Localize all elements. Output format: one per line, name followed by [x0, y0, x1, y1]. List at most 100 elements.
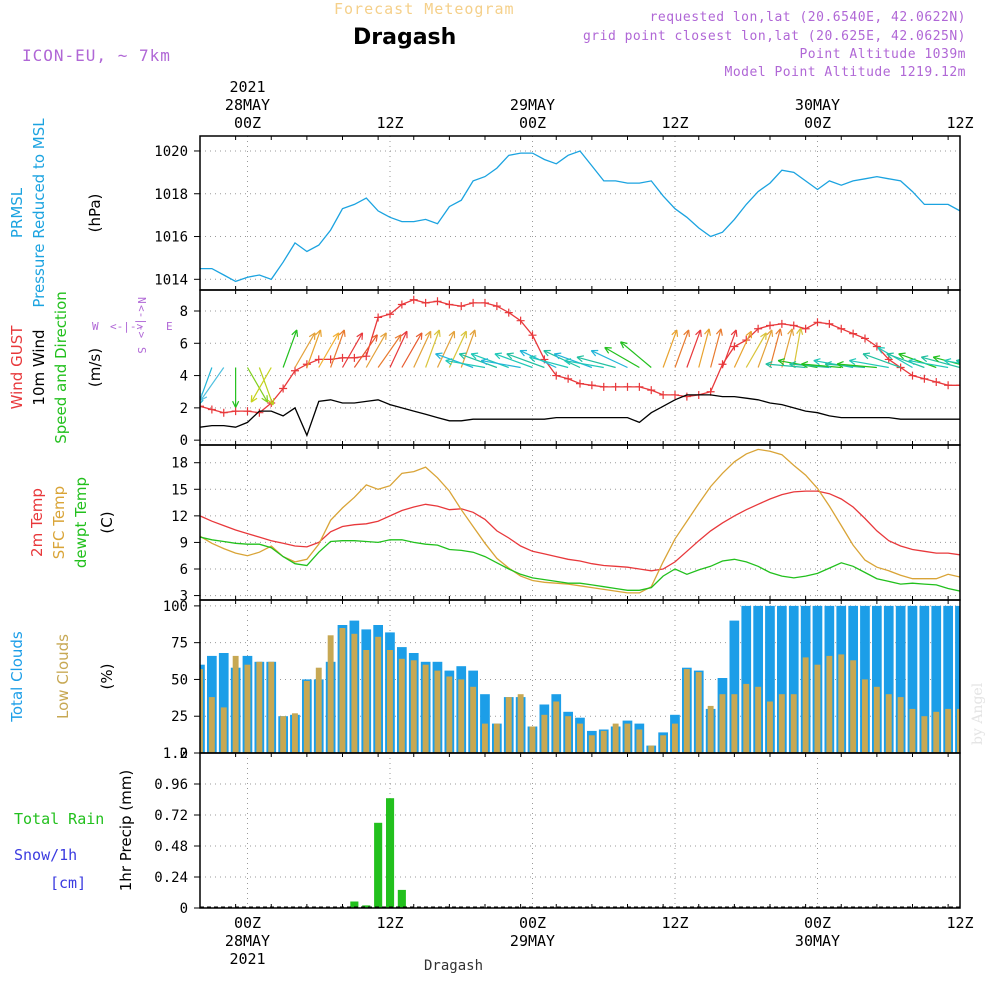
wind-arrow-shaft — [460, 329, 476, 368]
bar-low-clouds — [244, 664, 251, 753]
wind-arrow-head — [849, 358, 857, 366]
wind-arrow-shaft — [686, 329, 702, 368]
y-tick-label: 6 — [180, 562, 188, 578]
bar-low-clouds — [375, 636, 382, 753]
bar-total-clouds — [895, 605, 906, 753]
top-time-label: 12Z — [946, 114, 973, 132]
bar-low-clouds — [778, 694, 785, 753]
bar-total-rain — [980, 815, 988, 908]
wind-arrow-head — [908, 358, 916, 366]
series-line-10m-wind — [200, 394, 960, 438]
wind-direction-arrow — [836, 360, 877, 369]
bar-low-clouds — [648, 745, 655, 753]
bar-low-clouds — [945, 708, 952, 753]
wind-arrow-head — [824, 360, 832, 369]
clouds-series-group — [200, 605, 960, 753]
bar-low-clouds — [933, 711, 940, 753]
wind-direction-arrow — [955, 358, 960, 365]
wind-arrow-shaft — [470, 353, 509, 369]
wind-arrow-head — [730, 329, 738, 337]
y-tick-label: 0.96 — [154, 777, 188, 793]
compass-south-label: S — [135, 347, 148, 354]
wind-direction-arrow — [920, 355, 960, 369]
wind-arrow-shaft — [825, 363, 866, 369]
wind-arrow-shaft — [789, 363, 830, 369]
bar-low-clouds — [838, 654, 845, 753]
top-time-label: 12Z — [376, 114, 403, 132]
top-time-label: 28MAY — [225, 96, 270, 114]
gust-marker — [920, 374, 929, 383]
y-tick-label: 1.2 — [163, 746, 188, 762]
bar-total-clouds — [907, 605, 918, 753]
gust-marker — [944, 381, 953, 390]
wind-unit-label: (m/s) — [86, 348, 104, 387]
wind-arrow-head — [469, 329, 477, 337]
bar-low-clouds — [529, 726, 536, 753]
panel-clouds: 0 25 50 75 100 Total Clouds Low Clouds (%) — [8, 599, 961, 762]
wind-arrow-shaft — [529, 356, 569, 369]
wind-direction-arrow — [506, 352, 545, 369]
temperature-axis-title: SFC Temp — [50, 486, 68, 559]
bar-low-clouds — [398, 658, 405, 753]
wind-arrow-head — [704, 328, 712, 336]
bar-low-clouds — [493, 723, 500, 753]
wind-arrow-head — [394, 334, 402, 342]
wind-direction-arrow — [435, 352, 474, 369]
gust-marker — [884, 355, 893, 364]
bar-low-clouds — [268, 661, 275, 753]
bar-total-rain — [968, 865, 976, 908]
wind-arrow-head — [564, 358, 572, 366]
wind-direction-arrow — [282, 329, 299, 368]
bar-total-rain — [397, 889, 406, 908]
wind-direction-arrow — [200, 367, 225, 401]
bar-total-clouds — [788, 605, 799, 753]
y-tick-label: 15 — [171, 482, 188, 498]
bar-total-clouds — [919, 605, 930, 753]
y-tick-label: 9 — [180, 535, 188, 551]
snow-legend-label: Snow/1h — [14, 846, 77, 864]
gust-marker — [481, 298, 489, 307]
wind-arrow-head — [519, 349, 528, 357]
wind-direction-arrow — [686, 329, 702, 368]
wind-arrow-head — [745, 330, 752, 339]
gust-marker — [564, 374, 573, 383]
wind-arrow-shaft — [294, 332, 316, 368]
wind-arrow-shaft — [494, 353, 533, 369]
wind-direction-arrow — [246, 367, 269, 403]
bar-total-rain — [374, 822, 383, 908]
wind-arrow-head — [932, 355, 941, 363]
wind-arrow-shaft — [389, 330, 408, 368]
bar-low-clouds — [410, 660, 417, 753]
bar-total-clouds — [765, 605, 775, 753]
y-tick-label: 8 — [180, 304, 188, 320]
gust-marker — [374, 313, 383, 322]
wind-arrow-shaft — [435, 353, 474, 369]
gust-marker — [576, 379, 584, 388]
wind-arrow-shaft — [944, 359, 960, 364]
y-tick-label: 1020 — [154, 144, 188, 160]
gust-marker — [528, 331, 537, 340]
wind-direction-arrow — [306, 329, 322, 368]
wind-direction-arrow — [294, 332, 316, 368]
wind-arrow-shaft — [721, 329, 737, 368]
gust-marker — [552, 371, 561, 380]
bar-low-clouds — [422, 664, 429, 753]
wind-arrow-head — [813, 358, 821, 366]
precip-axis-label: 1hr Precip (mm) — [117, 770, 135, 891]
bar-low-clouds — [683, 669, 690, 753]
wind-arrow-head — [448, 330, 456, 339]
wind-direction-arrow — [944, 358, 960, 366]
wind-axis-title: Speed and Direction — [52, 291, 70, 444]
bar-low-clouds — [695, 672, 702, 753]
bar-total-clouds — [955, 605, 960, 753]
wind-arrow-shaft — [590, 350, 628, 369]
wind-direction-arrow — [258, 367, 275, 406]
bar-low-clouds — [767, 701, 773, 753]
wind-arrow-head — [576, 355, 584, 363]
y-tick-label: 0.48 — [154, 839, 188, 855]
wind-arrow-head — [765, 360, 773, 369]
wind-arrow-shaft — [330, 329, 345, 368]
bar-low-clouds — [220, 707, 227, 753]
wind-direction-arrow — [553, 352, 593, 369]
wind-arrow-head — [777, 358, 786, 366]
